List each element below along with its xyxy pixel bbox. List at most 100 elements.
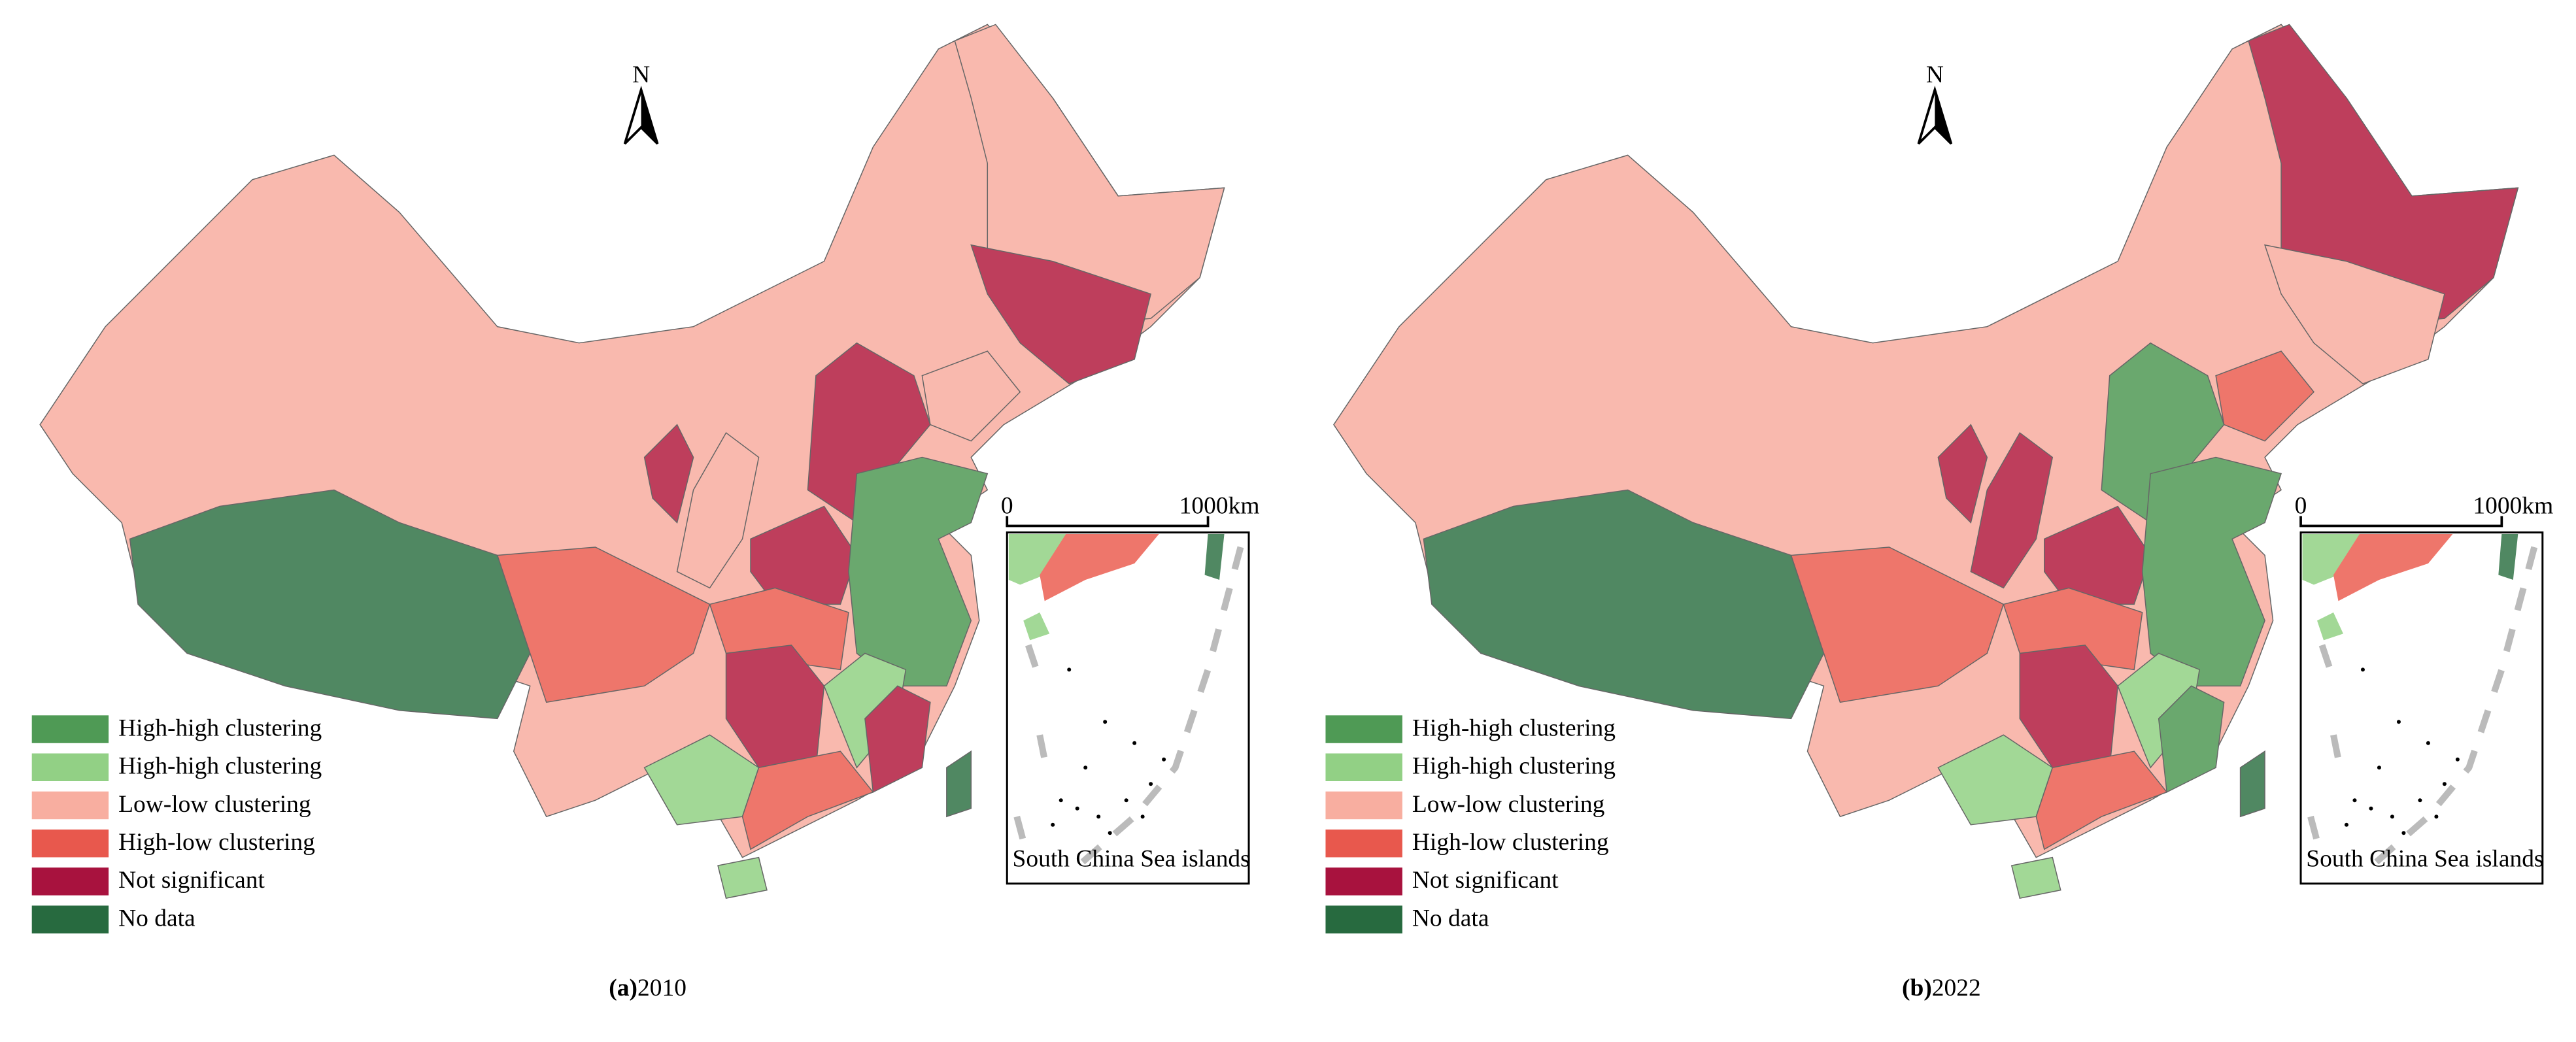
caption-year: 2022 xyxy=(1932,975,1981,1001)
caption-year: 2010 xyxy=(637,975,686,1001)
legend-label: Low-low clustering xyxy=(1412,791,1605,818)
region xyxy=(750,505,858,605)
region xyxy=(970,244,1152,384)
island xyxy=(2352,798,2357,803)
legend-swatch xyxy=(1325,715,1402,743)
caption: (b)2022 xyxy=(1902,975,1981,1001)
legend-swatch xyxy=(1325,905,1402,933)
island xyxy=(2377,765,2381,770)
legend-label: Not significant xyxy=(1412,867,1559,894)
north-arrow-half xyxy=(641,90,658,144)
legend-label: High-high clustering xyxy=(1412,753,1616,780)
region xyxy=(954,24,1225,328)
legend-label: Low-low clustering xyxy=(118,791,311,818)
legend-label: No data xyxy=(118,905,195,932)
inset-land xyxy=(1023,612,1050,641)
region xyxy=(946,750,972,818)
island xyxy=(2418,798,2422,803)
scale-start: 0 xyxy=(1001,493,1013,520)
legend-swatch xyxy=(31,753,109,782)
island xyxy=(2455,757,2460,762)
island xyxy=(1108,831,1112,835)
inset-land xyxy=(2498,533,2518,580)
caption-label: (a) xyxy=(609,975,637,1001)
region xyxy=(1423,489,1825,720)
scale-start: 0 xyxy=(2295,493,2307,520)
island xyxy=(1103,720,1108,724)
island xyxy=(1059,798,1063,803)
island xyxy=(2360,667,2365,672)
inset-label: South China Sea islands xyxy=(2306,845,2543,872)
scale-bar xyxy=(2299,516,2503,528)
island xyxy=(2442,782,2447,786)
legend-swatch xyxy=(1325,753,1402,782)
region xyxy=(864,685,931,793)
region xyxy=(2101,342,2225,524)
inset-land xyxy=(2333,533,2453,601)
island xyxy=(2390,815,2394,819)
island xyxy=(2434,815,2439,819)
region xyxy=(2141,456,2282,687)
caption: (a)2010 xyxy=(609,975,686,1001)
legend-swatch xyxy=(1325,829,1402,858)
island xyxy=(1162,757,1166,762)
region xyxy=(709,587,849,671)
scale-end: 1000km xyxy=(2473,493,2553,520)
region xyxy=(2044,505,2151,605)
island xyxy=(1132,741,1137,745)
region xyxy=(741,750,874,850)
legend-swatch xyxy=(31,905,109,933)
island xyxy=(1149,782,1153,786)
region xyxy=(129,489,531,720)
region xyxy=(1937,424,1988,524)
island xyxy=(2396,720,2401,724)
legend-label: High-low clustering xyxy=(1412,829,1609,856)
island xyxy=(1067,667,1072,672)
island xyxy=(1075,806,1079,811)
region xyxy=(643,424,694,524)
north-arrow-half xyxy=(1935,90,1952,144)
island xyxy=(2426,741,2430,745)
region xyxy=(676,431,760,589)
inset-boundary xyxy=(1013,546,1244,877)
north-label: N xyxy=(632,61,650,88)
region xyxy=(2215,350,2315,442)
caption-label: (b) xyxy=(1902,975,1932,1001)
region xyxy=(1790,546,2005,703)
north-label: N xyxy=(1926,61,1944,88)
region xyxy=(2263,244,2445,384)
island xyxy=(2401,831,2406,835)
region xyxy=(921,350,1021,442)
inset-label: South China Sea islands xyxy=(1013,845,1250,872)
inset-boundary xyxy=(2307,546,2538,877)
legend-swatch xyxy=(31,715,109,743)
region xyxy=(807,342,931,524)
legend-swatch xyxy=(31,829,109,858)
scale-bar xyxy=(1006,516,1210,528)
region xyxy=(2010,856,2061,899)
island xyxy=(1140,815,1145,819)
map-panel: N 0 1000km South China Sea islands High-high… xyxy=(31,24,1260,1001)
region xyxy=(717,856,768,899)
legend-swatch xyxy=(1325,867,1402,896)
island xyxy=(1083,765,1088,770)
legend-label: High-high clustering xyxy=(118,753,322,780)
map-panel: N 0 1000km South China Sea islands High-high… xyxy=(1325,24,2553,1001)
island xyxy=(1124,798,1128,803)
legend-swatch xyxy=(31,791,109,820)
legend-label: Not significant xyxy=(118,867,265,894)
region xyxy=(2158,685,2225,793)
region xyxy=(2003,587,2143,671)
region xyxy=(496,546,711,703)
inset-land xyxy=(1204,533,1225,580)
legend-label: High-low clustering xyxy=(118,829,315,856)
region xyxy=(2035,750,2168,850)
region xyxy=(1970,431,2054,589)
legend-label: High-high clustering xyxy=(1412,714,1616,741)
region xyxy=(848,456,989,687)
legend-swatch xyxy=(1325,791,1402,820)
inset-land xyxy=(2317,612,2343,641)
scale-end: 1000km xyxy=(1179,493,1260,520)
inset-land xyxy=(1040,533,1159,601)
